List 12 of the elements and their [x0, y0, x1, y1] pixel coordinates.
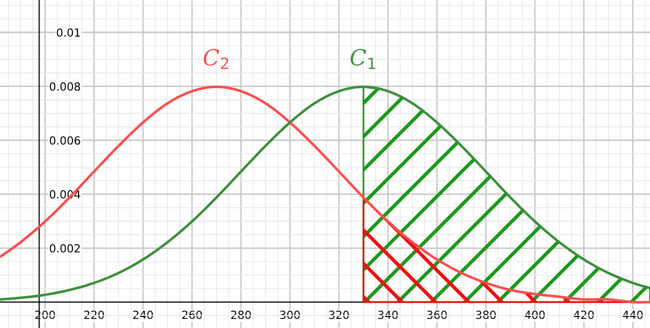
series-label: C$_{2}$ [204, 48, 228, 70]
x-tick-label: 340 [378, 310, 398, 320]
series-label: C$_{1}$ [350, 48, 376, 70]
y-tick-label: 0.01 [56, 28, 80, 37]
x-tick-label: 220 [84, 310, 104, 320]
x-tick-label: 280 [231, 310, 251, 320]
y-tick-label: 0.006 [50, 136, 80, 145]
x-tick-label: 380 [476, 310, 496, 320]
x-tick-label: 320 [329, 310, 349, 320]
y-tick-label: 0.008 [50, 82, 80, 91]
y-tick-label: 0.002 [50, 244, 80, 253]
x-tick-label: 360 [427, 310, 447, 320]
